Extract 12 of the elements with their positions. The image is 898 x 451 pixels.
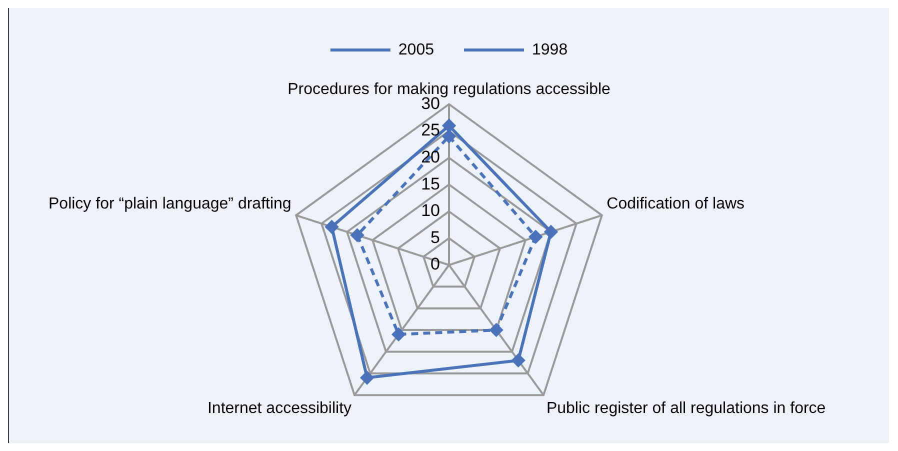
spoke-label: Codification of laws — [606, 196, 745, 213]
y-tick-label: 10 — [421, 201, 440, 220]
y-tick-label: 25 — [421, 120, 440, 140]
spoke-label: Public register of all regulations in force — [546, 400, 826, 418]
spoke-label: Internet accessibility — [207, 400, 352, 418]
y-tick-label: 5 — [430, 228, 440, 247]
spoke-label: Policy for “plain language” drafting — [48, 196, 292, 213]
legend-label: 2005 — [398, 41, 434, 58]
y-tick-label: 20 — [421, 147, 440, 166]
y-tick-label: 0 — [430, 254, 440, 274]
legend-label: 1998 — [532, 41, 568, 58]
y-tick-label: 15 — [421, 174, 440, 194]
